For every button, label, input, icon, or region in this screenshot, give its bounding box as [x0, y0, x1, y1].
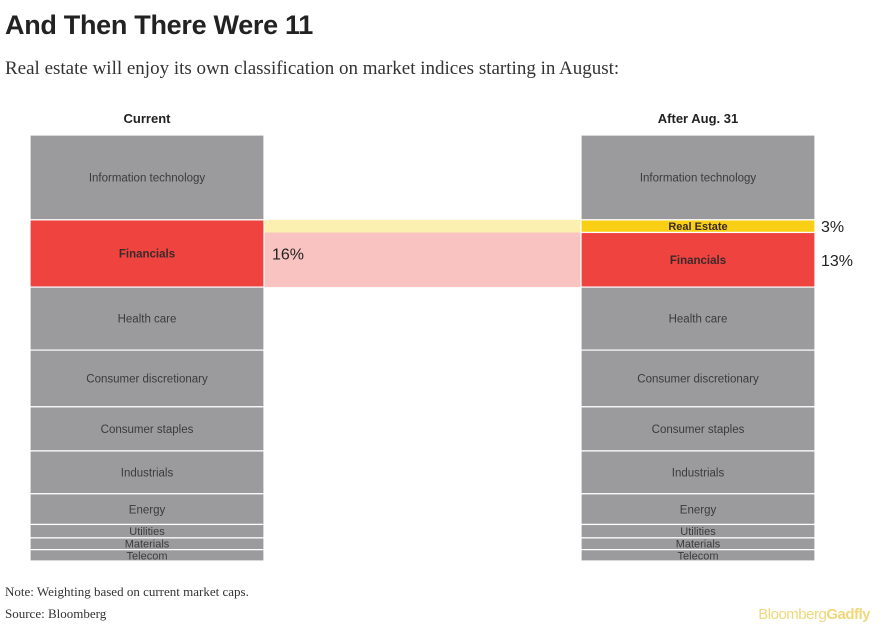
segment-label-consumer-staples: Consumer staples	[101, 424, 194, 436]
column-current: Current Information technology Financials 1…	[29, 111, 304, 562]
segment-label-utilities: Utilities	[129, 526, 165, 538]
segment-label-consumer-discretionary: Consumer discretionary	[86, 374, 208, 386]
brand-logo: BloombergGadfly	[758, 606, 870, 623]
bar-segment-health-care	[580, 286, 816, 351]
segment-label-telecom: Telecom	[127, 550, 168, 562]
column-header: Current	[124, 111, 172, 126]
annotation-financials: 16%	[272, 246, 304, 263]
real-estate-connector-band	[264, 219, 581, 233]
segment-label-information-technology: Information technology	[89, 173, 206, 185]
bar-segment-financials	[580, 231, 816, 288]
bar-segment-consumer-discretionary	[580, 349, 816, 408]
segment-label-industrials: Industrials	[121, 467, 174, 479]
stacked-bar-chart: Current Information technology Financials 1…	[29, 111, 853, 562]
chart-title: And Then There Were 11	[5, 10, 313, 40]
bar-segment-information-technology	[580, 134, 816, 221]
bar-segment-financials	[29, 219, 265, 288]
column-after-aug-31: After Aug. 31 Information technology Real …	[580, 111, 853, 562]
brand-part1: Bloomberg	[758, 606, 827, 623]
chart-source: Source: Bloomberg	[5, 606, 107, 621]
chart-subtitle: Real estate will enjoy its own classific…	[5, 58, 620, 79]
segment-label-financials: Financials	[119, 249, 175, 261]
bar-segment-consumer-staples	[580, 406, 816, 452]
segment-label-information-technology: Information technology	[640, 173, 757, 185]
annotation-real-estate: 3%	[821, 219, 844, 236]
segment-label-telecom: Telecom	[678, 550, 719, 562]
column-header: After Aug. 31	[658, 111, 738, 126]
segment-label-health-care: Health care	[669, 314, 728, 326]
segment-label-health-care: Health care	[118, 314, 177, 326]
chart-note: Note: Weighting based on current market …	[5, 584, 249, 599]
brand-part2: Gadfly	[826, 606, 870, 623]
bar-segment-telecom	[29, 549, 265, 562]
segment-label-industrials: Industrials	[672, 467, 725, 479]
annotation-financials: 13%	[821, 253, 853, 270]
segment-label-financials: Financials	[670, 255, 726, 267]
bar-segment-telecom	[580, 549, 816, 562]
segment-label-utilities: Utilities	[680, 526, 716, 538]
bar-segment-information-technology	[29, 134, 265, 221]
segment-label-consumer-discretionary: Consumer discretionary	[637, 374, 759, 386]
segment-label-consumer-staples: Consumer staples	[652, 424, 745, 436]
segment-label-materials: Materials	[676, 539, 721, 551]
financials-connector-band	[264, 232, 581, 288]
segment-label-materials: Materials	[125, 539, 170, 551]
segment-label-real-estate: Real Estate	[668, 221, 727, 233]
connector-bands	[264, 219, 581, 288]
bar-segment-energy	[29, 493, 265, 526]
segment-label-energy: Energy	[680, 504, 717, 516]
segment-label-energy: Energy	[129, 504, 166, 516]
